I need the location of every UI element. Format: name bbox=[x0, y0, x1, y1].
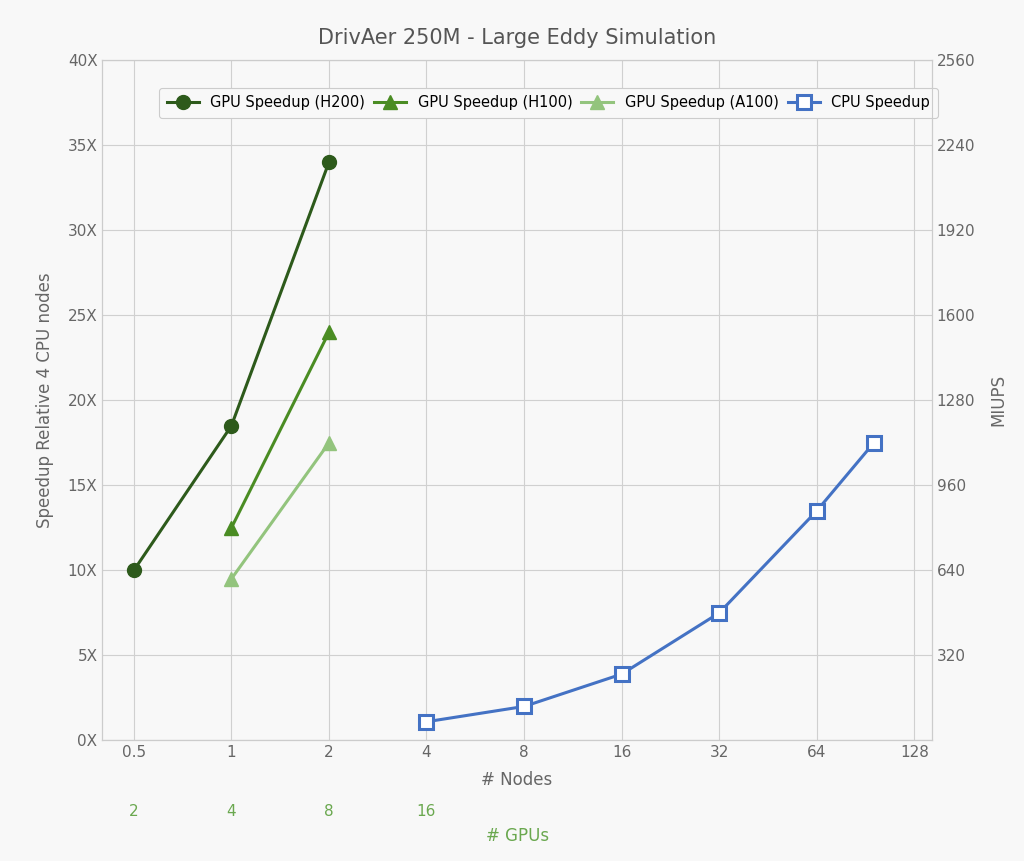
CPU Speedup bbox=[713, 608, 725, 618]
GPU Speedup (H200) bbox=[128, 565, 140, 575]
Line: GPU Speedup (H200): GPU Speedup (H200) bbox=[127, 155, 336, 578]
Line: GPU Speedup (H100): GPU Speedup (H100) bbox=[224, 325, 336, 535]
GPU Speedup (A100) bbox=[323, 437, 335, 448]
CPU Speedup bbox=[867, 437, 880, 448]
Line: GPU Speedup (A100): GPU Speedup (A100) bbox=[224, 436, 336, 585]
X-axis label: # GPUs: # GPUs bbox=[485, 827, 549, 845]
Legend: GPU Speedup (H200), GPU Speedup (H100), GPU Speedup (A100), CPU Speedup: GPU Speedup (H200), GPU Speedup (H100), … bbox=[160, 88, 938, 118]
CPU Speedup bbox=[518, 701, 530, 711]
CPU Speedup bbox=[615, 669, 628, 679]
Line: CPU Speedup: CPU Speedup bbox=[420, 436, 881, 728]
Y-axis label: MIUPS: MIUPS bbox=[989, 375, 1008, 426]
GPU Speedup (H200) bbox=[323, 157, 335, 167]
Y-axis label: Speedup Relative 4 CPU nodes: Speedup Relative 4 CPU nodes bbox=[36, 273, 54, 528]
GPU Speedup (A100) bbox=[225, 573, 238, 584]
Title: DrivAer 250M - Large Eddy Simulation: DrivAer 250M - Large Eddy Simulation bbox=[318, 28, 716, 47]
GPU Speedup (H100) bbox=[323, 327, 335, 338]
CPU Speedup bbox=[420, 716, 432, 727]
GPU Speedup (H100) bbox=[225, 523, 238, 533]
GPU Speedup (H200) bbox=[225, 421, 238, 431]
CPU Speedup bbox=[811, 505, 823, 516]
X-axis label: # Nodes: # Nodes bbox=[481, 771, 553, 790]
